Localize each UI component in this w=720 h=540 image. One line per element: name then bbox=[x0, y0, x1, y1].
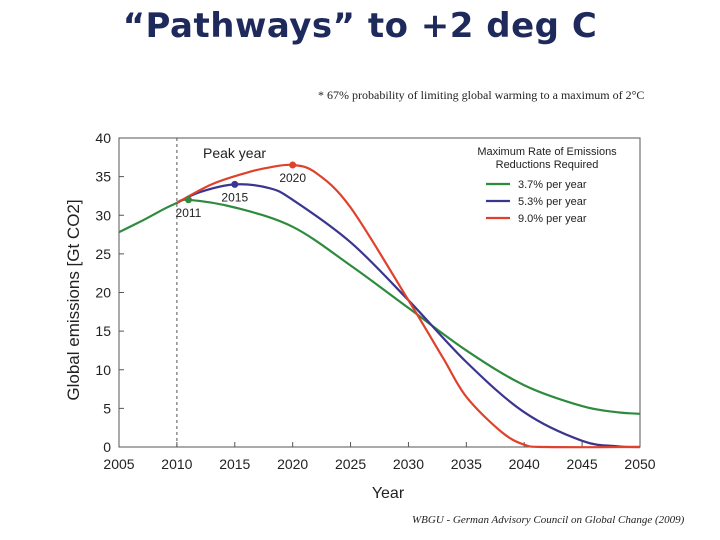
peak-year-value-label: 2011 bbox=[176, 206, 202, 220]
y-tick-label: 40 bbox=[95, 130, 111, 146]
peak-point-2011 bbox=[184, 196, 192, 204]
peak-year-value-label: 2015 bbox=[221, 190, 248, 204]
y-tick-label: 30 bbox=[95, 207, 111, 223]
peak-point-2015 bbox=[231, 180, 239, 188]
x-axis-label: Year bbox=[372, 485, 405, 502]
x-tick-label: 2005 bbox=[103, 456, 134, 472]
slide-title: “Pathways” to +2 deg C bbox=[122, 6, 598, 46]
x-tick-label: 2025 bbox=[335, 456, 366, 472]
y-tick-label: 5 bbox=[103, 400, 111, 416]
historical-emissions-line bbox=[118, 201, 178, 234]
y-tick-label: 0 bbox=[103, 439, 111, 455]
peak-year-value-label: 2020 bbox=[279, 171, 306, 185]
y-tick-label: 35 bbox=[95, 169, 111, 185]
legend-title-line1: Maximum Rate of Emissions bbox=[477, 146, 617, 158]
x-tick-label: 2015 bbox=[219, 456, 250, 472]
x-tick-label: 2030 bbox=[393, 456, 424, 472]
series-line-2020 bbox=[176, 163, 641, 449]
x-tick-label: 2040 bbox=[509, 456, 540, 472]
y-tick-label: 15 bbox=[95, 323, 111, 339]
peak-year-label: Peak year bbox=[203, 145, 266, 161]
y-tick-label: 25 bbox=[95, 246, 111, 262]
legend-entry-label: 5.3% per year bbox=[518, 196, 587, 208]
legend-entry-label: 9.0% per year bbox=[518, 213, 587, 225]
x-tick-label: 2050 bbox=[624, 456, 655, 472]
legend-title-line2: Reductions Required bbox=[496, 159, 599, 171]
y-tick-label: 10 bbox=[95, 362, 111, 378]
x-tick-label: 2045 bbox=[567, 456, 598, 472]
y-tick-label: 20 bbox=[95, 285, 111, 301]
x-tick-label: 2010 bbox=[161, 456, 192, 472]
footnote: * 67% probability of limiting global war… bbox=[318, 88, 645, 102]
x-tick-label: 2035 bbox=[451, 456, 482, 472]
peak-point-2020 bbox=[289, 161, 297, 169]
series-line-2011 bbox=[176, 198, 641, 415]
y-axis-label: Global emissions [Gt CO2] bbox=[64, 199, 83, 400]
x-tick-label: 2020 bbox=[277, 456, 308, 472]
source-credit: WBGU - German Advisory Council on Global… bbox=[412, 514, 685, 526]
legend-entry-label: 3.7% per year bbox=[518, 179, 587, 191]
